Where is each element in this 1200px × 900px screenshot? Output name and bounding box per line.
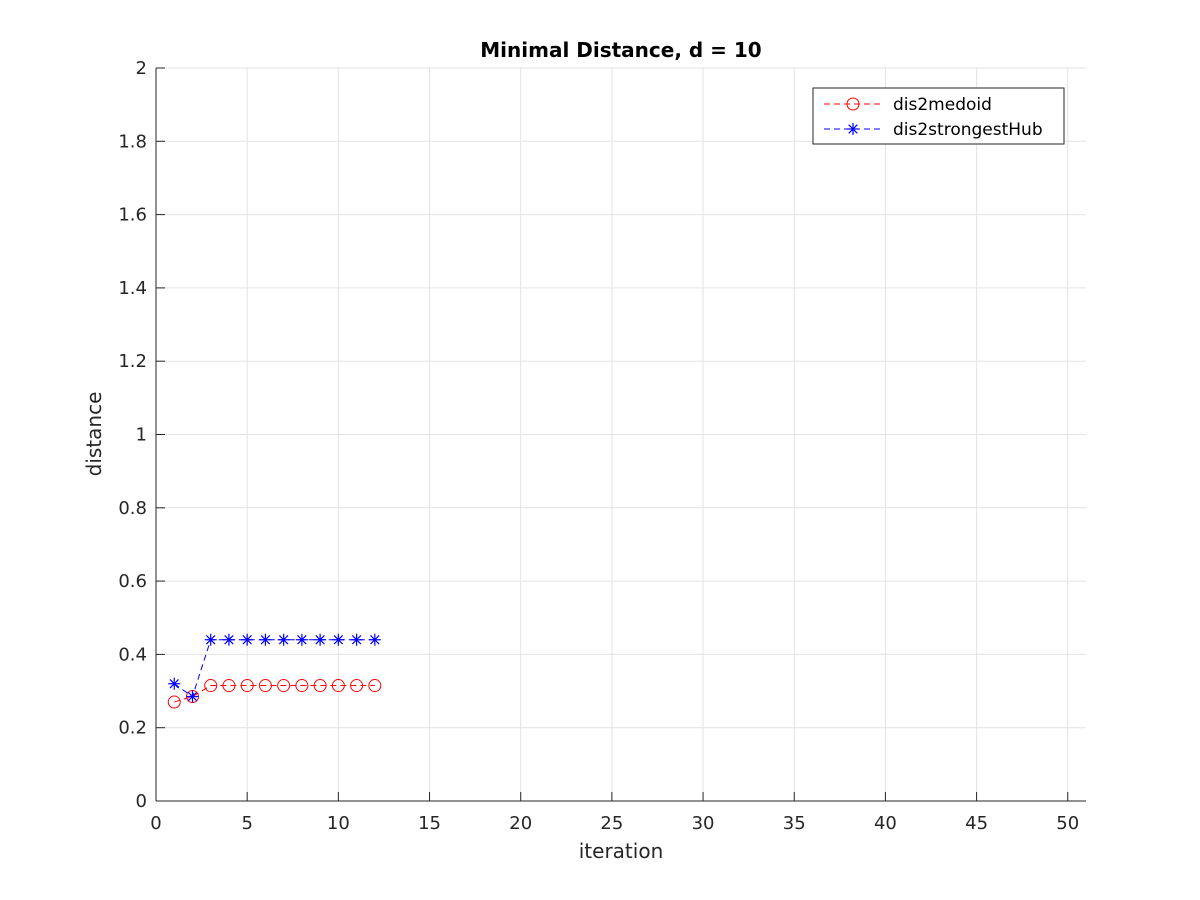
y-tick-label: 2 [136, 58, 147, 79]
series-dis2strongestHub [168, 633, 381, 703]
legend-label-dis2medoid: dis2medoid [893, 95, 992, 115]
data-point-dis2medoid [313, 679, 327, 693]
series-line-dis2medoid [174, 685, 375, 703]
data-point-dis2strongestHub [186, 690, 199, 703]
data-point-dis2medoid [240, 679, 254, 693]
data-point-dis2medoid [295, 679, 309, 693]
legend-box [812, 87, 1065, 145]
asterisk-stroke [315, 635, 325, 645]
y-tick-label: 1.8 [118, 131, 147, 152]
data-point-dis2strongestHub [295, 633, 308, 646]
data-point-dis2medoid [258, 679, 272, 693]
data-point-dis2medoid [222, 679, 236, 693]
x-tick-label: 25 [600, 813, 623, 834]
legend-label-dis2strongesthub: dis2strongestHub [893, 120, 1043, 140]
asterisk-stroke [187, 691, 198, 702]
x-tick-label: 20 [509, 813, 532, 834]
data-point-dis2strongestHub [204, 633, 217, 646]
x-tick-label: 45 [965, 813, 988, 834]
x-tick-label: 35 [783, 813, 806, 834]
data-point-dis2medoid [368, 679, 382, 693]
data-point-dis2strongestHub [259, 633, 272, 646]
data-point-dis2strongestHub [277, 633, 290, 646]
data-point-dis2medoid [167, 695, 181, 709]
tick-labels: 0 5 10 15 20 25 30 35 40 45 50 0 0.2 0.4 0.6 0.8 1 1.2 1.4… [118, 58, 1079, 834]
legend-marker-dis2strongestHub [847, 123, 859, 135]
data-point-dis2medoid [277, 679, 291, 693]
y-tick-label: 1.6 [118, 205, 147, 226]
data-point-dis2strongestHub [332, 633, 345, 646]
x-tick-label: 5 [241, 813, 252, 834]
y-axis-label: distance [82, 392, 106, 477]
asterisk-stroke [848, 124, 858, 134]
data-point-dis2strongestHub [168, 677, 181, 690]
asterisk-stroke [169, 678, 179, 689]
data-point-dis2strongestHub [368, 633, 381, 646]
y-tick-label: 1.2 [118, 351, 147, 372]
data-point-dis2strongestHub [350, 633, 363, 646]
series-layer [167, 633, 382, 709]
chart-title: Minimal Distance, d = 10 [480, 38, 761, 62]
legend: dis2medoid dis2strongestHub [812, 87, 1065, 145]
axes [155, 67, 1086, 802]
y-tick-label: 0 [136, 791, 147, 812]
data-point-dis2medoid [204, 679, 218, 693]
y-tick-label: 0.2 [118, 718, 147, 739]
x-tick-label: 0 [150, 813, 161, 834]
data-point-dis2strongestHub [314, 633, 327, 646]
asterisk-stroke [351, 635, 362, 645]
asterisk-stroke [297, 635, 307, 645]
legend-marker-dis2medoid [846, 97, 860, 111]
x-tick-label: 50 [1056, 813, 1079, 834]
x-tick-label: 15 [418, 813, 441, 834]
asterisk-stroke [260, 635, 271, 645]
data-point-dis2strongestHub [241, 633, 254, 646]
x-tick-label: 10 [327, 813, 350, 834]
asterisk-stroke [242, 635, 252, 645]
data-point-dis2medoid [331, 679, 345, 693]
asterisk-stroke [333, 635, 344, 645]
x-tick-label: 30 [692, 813, 715, 834]
y-tick-label: 0.4 [118, 644, 147, 665]
asterisk-stroke [205, 635, 216, 645]
x-axis-label: iteration [579, 839, 664, 863]
y-tick-label: 1 [136, 425, 147, 446]
asterisk-stroke [224, 635, 234, 645]
asterisk-stroke [278, 635, 289, 645]
y-tick-label: 0.6 [118, 571, 147, 592]
asterisk-stroke [370, 635, 380, 645]
y-tick-label: 1.4 [118, 278, 147, 299]
data-point-dis2medoid [350, 679, 364, 693]
x-tick-label: 40 [874, 813, 897, 834]
y-tick-label: 0.8 [118, 498, 147, 519]
data-point-dis2strongestHub [222, 633, 235, 646]
